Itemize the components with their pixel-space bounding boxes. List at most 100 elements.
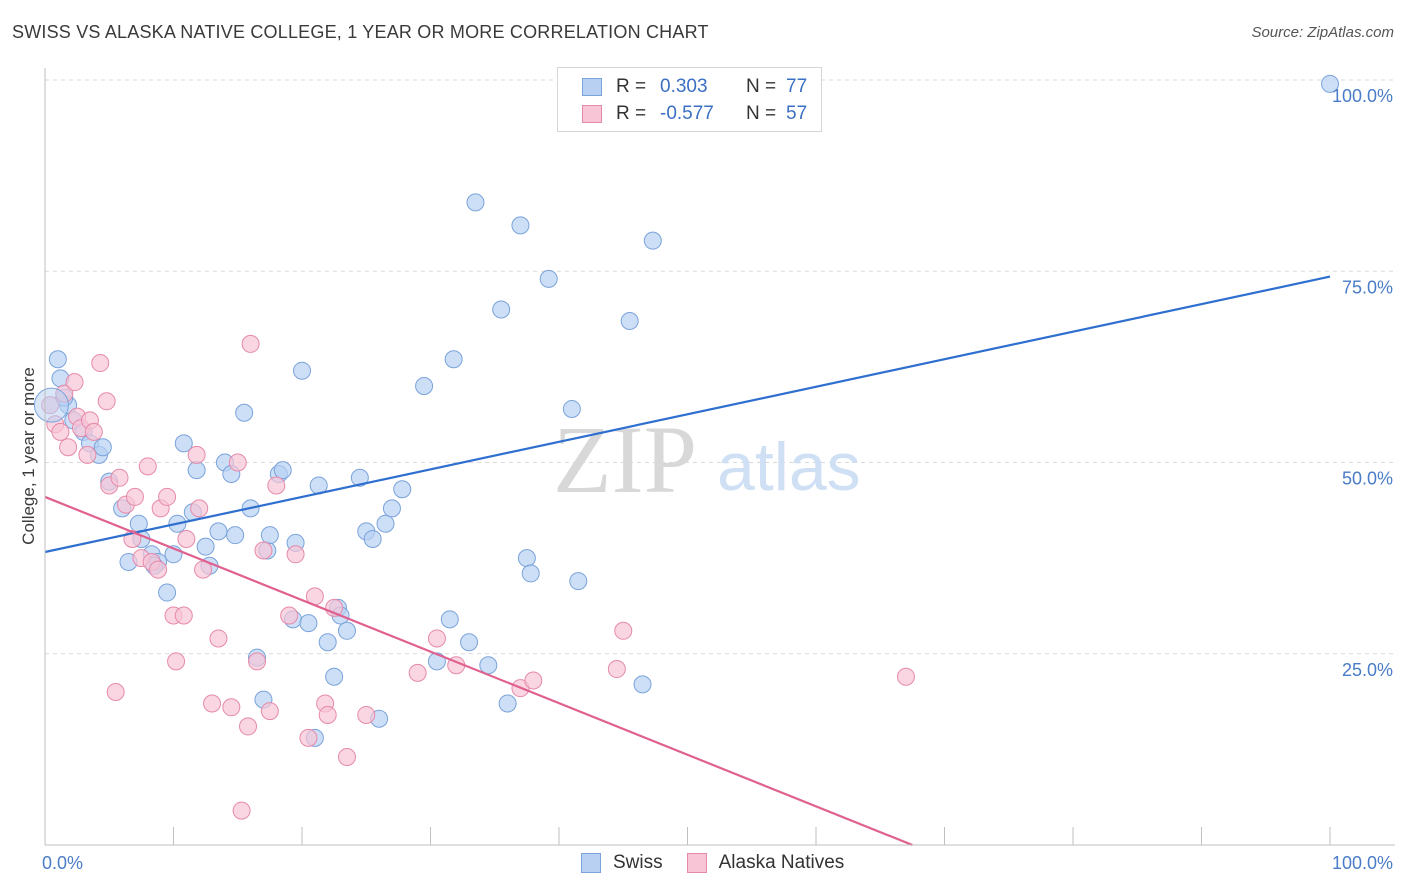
legend-alaska-label: Alaska Natives [718, 852, 845, 873]
alaska-point [232, 801, 251, 820]
swiss-r-value: 0.303 [660, 76, 708, 97]
alaska-point [408, 663, 427, 682]
swiss-point [209, 522, 228, 541]
alaska-point [91, 354, 110, 373]
swiss-point [440, 610, 459, 629]
source-label: Source: ZipAtlas.com [1251, 24, 1394, 41]
alaska-point [209, 629, 228, 648]
swiss-trend-line [44, 275, 1331, 554]
alaska-point [78, 445, 97, 464]
swiss-point [415, 377, 434, 395]
swiss-point [466, 193, 485, 212]
swiss-point [1321, 74, 1339, 93]
alaska-point [248, 652, 267, 671]
swiss-point [363, 530, 382, 548]
y-tick-label: 25.0% [1342, 660, 1393, 680]
swiss-point [350, 468, 369, 487]
swiss-point [569, 572, 588, 591]
alaska-point [427, 629, 446, 648]
alaska-point [357, 705, 376, 724]
alaska-point [110, 468, 129, 487]
swiss-point [299, 614, 318, 633]
alaska-point [158, 487, 177, 506]
alaska-point [239, 717, 258, 736]
watermark: ZIP atlas [553, 406, 861, 513]
legend-swiss-label: Swiss [613, 852, 663, 873]
legend-item-swiss: Swiss [581, 852, 663, 874]
swiss-point [562, 399, 581, 418]
swiss-point [337, 621, 356, 640]
swiss-point [318, 633, 337, 652]
alaska-point [254, 541, 273, 560]
chart-title: SWISS VS ALASKA NATIVE COLLEGE, 1 YEAR O… [12, 22, 709, 42]
legend-swiss-swatch [581, 853, 601, 873]
watermark-zip: ZIP [553, 406, 697, 513]
alaska-point [280, 606, 299, 625]
series-legend: Swiss Alaska Natives [581, 852, 868, 874]
trend-layer [44, 275, 1331, 847]
alaska-r-label: R = [616, 103, 647, 124]
legend-alaska-swatch [686, 853, 707, 873]
alaska-point [607, 660, 626, 679]
alaska-n-label: N = [746, 103, 777, 124]
x-tick-label: 100.0% [1332, 853, 1393, 873]
swiss-swatch [582, 78, 602, 96]
swiss-point [158, 583, 177, 602]
alaska-point [174, 606, 193, 625]
swiss-point [444, 350, 463, 369]
swiss-point [93, 438, 112, 457]
swiss-point [620, 311, 639, 330]
legend-row-swiss: R = 0.303 N = 77 [582, 75, 807, 99]
swiss-point [498, 694, 517, 713]
legend-item-alaska: Alaska Natives [686, 852, 845, 874]
alaska-point [187, 445, 206, 464]
swiss-point [393, 480, 412, 499]
swiss-point [517, 549, 536, 568]
swiss-n-value: 77 [786, 76, 808, 97]
swiss-point [460, 633, 479, 652]
swiss-point [235, 403, 254, 422]
swiss-point [293, 361, 311, 380]
alaska-point [59, 438, 78, 457]
alaska-point [125, 487, 144, 506]
alaska-point [203, 694, 222, 713]
alaska-r-value: -0.577 [660, 103, 714, 124]
swiss-n-label: N = [746, 76, 777, 97]
alaska-point [51, 422, 70, 441]
swiss-point [273, 461, 292, 480]
swiss-point [479, 656, 498, 675]
swiss-point [260, 526, 279, 545]
alaska-point [241, 334, 260, 353]
alaska-point [65, 373, 84, 392]
alaska-point [299, 728, 318, 747]
watermark-atlas: atlas [717, 429, 861, 505]
y-axis-label: College, 1 year or more [19, 367, 38, 545]
swiss-point [325, 667, 344, 686]
swiss-point [196, 537, 215, 556]
swiss-point [539, 269, 558, 288]
swiss-point [174, 434, 193, 453]
alaska-n-value: 57 [786, 103, 808, 124]
alaska-point [106, 683, 125, 701]
swiss-point [511, 216, 530, 235]
alaska-point [138, 457, 157, 476]
swiss-point [187, 461, 206, 480]
alaska-trend-line [44, 495, 913, 847]
y-tick-label: 50.0% [1342, 469, 1393, 489]
correlation-legend: R = 0.303 N = 77 R = -0.577 N = 57 [557, 67, 822, 132]
alaska-point [614, 621, 633, 640]
swiss-point [633, 675, 652, 694]
swiss-point [643, 231, 662, 250]
alaska-point [260, 702, 279, 721]
alaska-point [222, 698, 241, 717]
y-tick-label: 100.0% [1332, 86, 1393, 106]
swiss-point [492, 300, 511, 319]
alaska-point [84, 422, 103, 441]
alaska-point [318, 705, 337, 724]
swiss-point [226, 526, 245, 545]
swiss-point [382, 499, 401, 518]
grid-layer [45, 79, 1395, 655]
alaska-point [177, 530, 196, 548]
alaska-point [167, 652, 186, 671]
